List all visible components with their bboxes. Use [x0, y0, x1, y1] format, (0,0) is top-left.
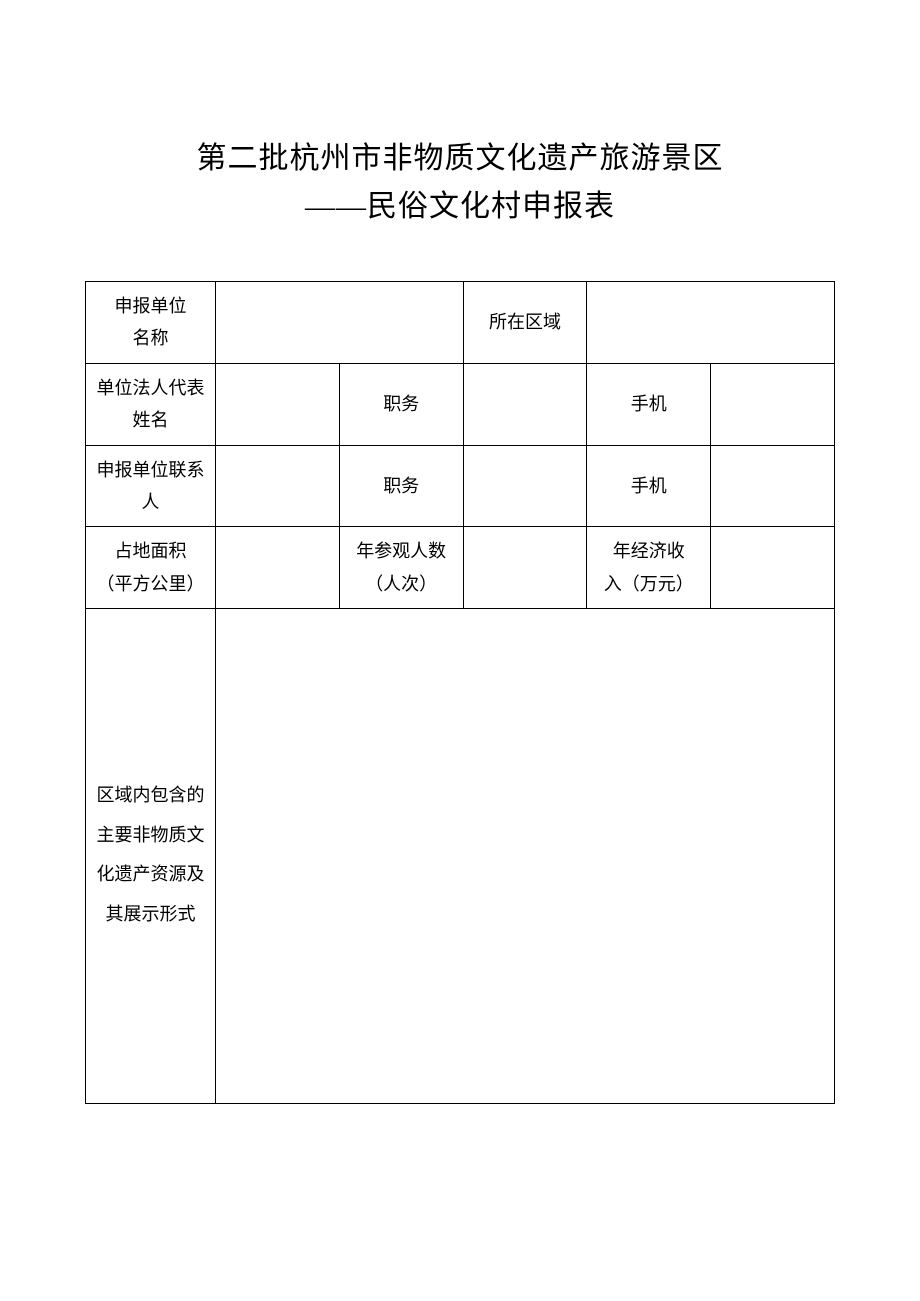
value-area [216, 527, 340, 609]
value-visitors [463, 527, 587, 609]
label-legal-rep: 单位法人代表姓名 [86, 363, 216, 445]
label-position-1: 职务 [339, 363, 463, 445]
value-contact [216, 445, 340, 527]
label-visitors: 年参观人数 （人次） [339, 527, 463, 609]
cell-text: 年经济收 入（万元） [604, 541, 694, 593]
title-line-2: ——民俗文化村申报表 [85, 183, 835, 231]
title-line-1: 第二批杭州市非物质文化遗产旅游景区 [85, 135, 835, 183]
label-heritage-resources: 区域内包含的主要非物质文化遗产资源及其展示形式 [86, 609, 216, 1104]
table-row: 申报单位 名称 所在区域 [86, 282, 835, 364]
table-row: 申报单位联系人 职务 手机 [86, 445, 835, 527]
table-row: 区域内包含的主要非物质文化遗产资源及其展示形式 [86, 609, 835, 1104]
label-phone-2: 手机 [587, 445, 711, 527]
label-contact: 申报单位联系人 [86, 445, 216, 527]
cell-text: 申报单位 名称 [115, 296, 187, 348]
value-heritage-resources [216, 609, 835, 1104]
label-region: 所在区域 [463, 282, 587, 364]
value-income [711, 527, 835, 609]
document-title-block: 第二批杭州市非物质文化遗产旅游景区 ——民俗文化村申报表 [85, 135, 835, 231]
label-unit-name: 申报单位 名称 [86, 282, 216, 364]
value-unit-name [216, 282, 464, 364]
cell-text: 年参观人数 （人次） [356, 541, 446, 593]
value-position-2 [463, 445, 587, 527]
label-phone-1: 手机 [587, 363, 711, 445]
value-position-1 [463, 363, 587, 445]
table-row: 单位法人代表姓名 职务 手机 [86, 363, 835, 445]
label-income: 年经济收 入（万元） [587, 527, 711, 609]
label-area: 占地面积 （平方公里） [86, 527, 216, 609]
value-phone-2 [711, 445, 835, 527]
label-position-2: 职务 [339, 445, 463, 527]
value-phone-1 [711, 363, 835, 445]
cell-text: 占地面积 （平方公里） [97, 541, 205, 593]
application-form-table: 申报单位 名称 所在区域 单位法人代表姓名 职务 手机 申报单位联系人 职务 手… [85, 281, 835, 1104]
value-region [587, 282, 835, 364]
table-row: 占地面积 （平方公里） 年参观人数 （人次） 年经济收 入（万元） [86, 527, 835, 609]
value-legal-rep [216, 363, 340, 445]
